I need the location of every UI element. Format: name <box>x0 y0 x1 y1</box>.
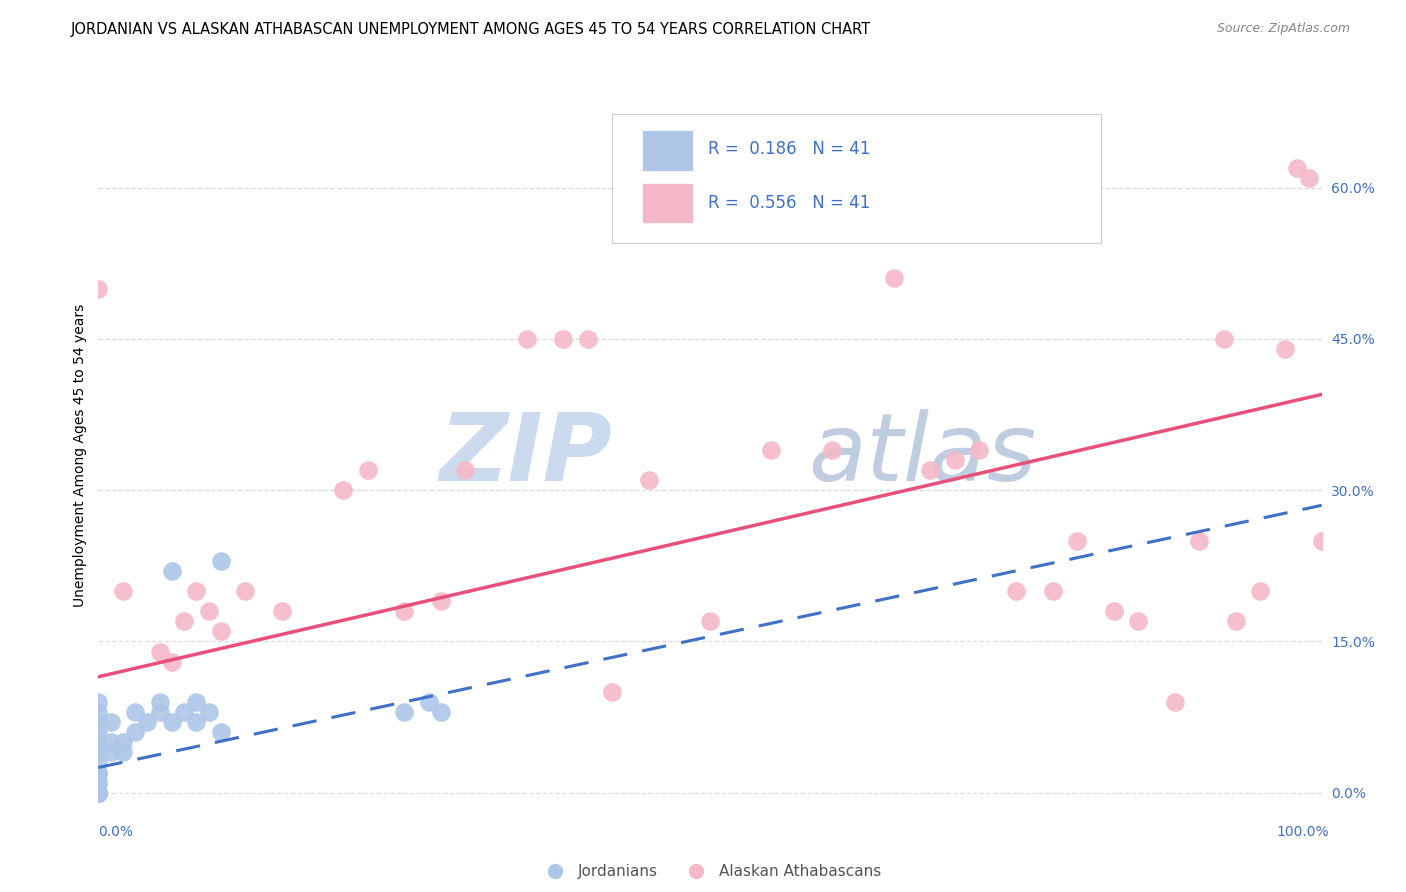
Point <box>87 786 110 800</box>
Point <box>87 756 110 770</box>
Point <box>1004 584 1026 599</box>
Point <box>1298 170 1320 185</box>
Point <box>356 463 378 477</box>
Point <box>332 483 354 498</box>
Point <box>87 786 110 800</box>
Point <box>87 765 110 780</box>
Point <box>87 786 110 800</box>
Point <box>149 705 172 719</box>
Point <box>100 745 122 759</box>
Point <box>270 604 294 618</box>
Point <box>87 705 110 719</box>
Point <box>149 695 172 709</box>
Point <box>1042 584 1064 599</box>
Point <box>1249 584 1271 599</box>
Point <box>87 786 110 800</box>
Text: JORDANIAN VS ALASKAN ATHABASCAN UNEMPLOYMENT AMONG AGES 45 TO 54 YEARS CORRELATI: JORDANIAN VS ALASKAN ATHABASCAN UNEMPLOY… <box>70 22 870 37</box>
Point <box>87 786 110 800</box>
Point <box>149 644 172 658</box>
Point <box>943 453 966 467</box>
Point <box>100 715 122 730</box>
Point <box>160 655 183 669</box>
Point <box>1188 533 1211 548</box>
Point <box>197 604 219 618</box>
Point <box>1128 615 1150 629</box>
Point <box>699 615 721 629</box>
Point <box>1286 161 1309 175</box>
Point <box>209 624 232 639</box>
Point <box>1225 615 1247 629</box>
FancyBboxPatch shape <box>612 114 1101 243</box>
Point <box>87 775 110 789</box>
Point <box>233 584 256 599</box>
Point <box>1274 342 1296 356</box>
Point <box>87 695 110 709</box>
Point <box>186 584 208 599</box>
Point <box>173 705 195 719</box>
Point <box>87 786 110 800</box>
FancyBboxPatch shape <box>643 131 692 169</box>
Point <box>967 442 990 457</box>
Point <box>821 442 844 457</box>
Point <box>87 735 110 749</box>
Point <box>553 332 575 346</box>
Point <box>186 695 208 709</box>
Point <box>883 271 905 285</box>
Point <box>111 584 134 599</box>
Point <box>160 564 183 578</box>
Point <box>111 745 134 759</box>
Y-axis label: Unemployment Among Ages 45 to 54 years: Unemployment Among Ages 45 to 54 years <box>73 303 87 607</box>
Point <box>418 695 440 709</box>
Point <box>1066 533 1088 548</box>
Point <box>576 332 599 346</box>
Point <box>637 473 661 487</box>
Point <box>197 705 219 719</box>
Point <box>87 725 110 739</box>
Point <box>87 745 110 759</box>
Point <box>173 615 195 629</box>
Text: 0.0%: 0.0% <box>98 825 134 839</box>
Text: atlas: atlas <box>808 409 1036 500</box>
Point <box>136 715 159 730</box>
Point <box>124 725 146 739</box>
Point <box>920 463 942 477</box>
Point <box>87 715 110 730</box>
Point <box>1164 695 1187 709</box>
Point <box>209 725 232 739</box>
Point <box>124 705 146 719</box>
Text: 100.0%: 100.0% <box>1277 825 1329 839</box>
Point <box>87 765 110 780</box>
Point <box>209 554 232 568</box>
Point <box>87 786 110 800</box>
Point <box>1102 604 1125 618</box>
Point <box>761 442 783 457</box>
Text: ZIP: ZIP <box>439 409 612 501</box>
Point <box>111 735 134 749</box>
Point <box>1212 332 1234 346</box>
Point <box>392 604 416 618</box>
Point <box>392 705 416 719</box>
Point <box>430 594 453 608</box>
Point <box>160 715 183 730</box>
Point <box>430 705 453 719</box>
Point <box>87 775 110 789</box>
Point <box>87 786 110 800</box>
Point <box>100 735 122 749</box>
Point <box>87 281 110 295</box>
Point <box>186 715 208 730</box>
FancyBboxPatch shape <box>643 184 692 222</box>
Point <box>454 463 477 477</box>
Text: R =  0.556   N = 41: R = 0.556 N = 41 <box>707 194 870 212</box>
Text: R =  0.186   N = 41: R = 0.186 N = 41 <box>707 140 870 158</box>
Point <box>87 786 110 800</box>
Point <box>1310 533 1333 548</box>
Text: Source: ZipAtlas.com: Source: ZipAtlas.com <box>1216 22 1350 36</box>
Point <box>515 332 537 346</box>
Legend: Jordanians, Alaskan Athabascans: Jordanians, Alaskan Athabascans <box>533 858 887 886</box>
Point <box>600 685 623 699</box>
